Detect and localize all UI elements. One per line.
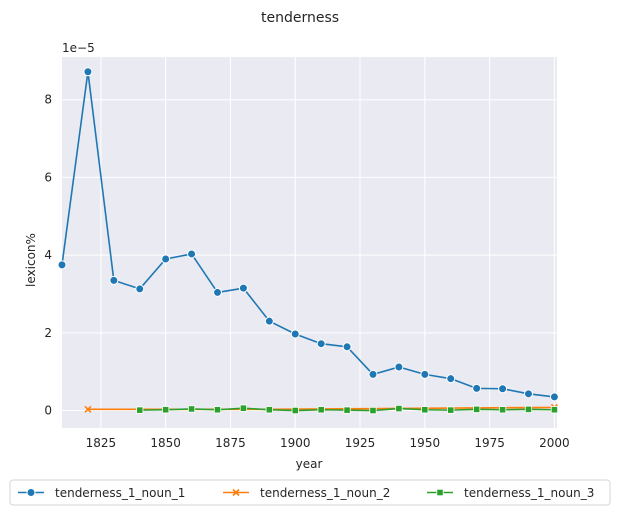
legend-box (9, 479, 611, 506)
x-axis-label: year (296, 457, 323, 471)
grid-lines (62, 57, 557, 428)
legend-label: tenderness_1_noun_2 (260, 486, 390, 500)
data-point (136, 406, 144, 414)
legend-label: tenderness_1_noun_1 (55, 486, 185, 500)
legend-entry: tenderness_1_noun_3 (427, 486, 594, 500)
data-point (472, 383, 482, 393)
data-point (162, 406, 170, 414)
data-point (343, 406, 351, 414)
y-tick-label: 8 (44, 93, 52, 107)
x-tick-label: 1975 (474, 436, 505, 450)
data-point (369, 406, 377, 415)
data-point (473, 405, 481, 413)
x-tick-label: 1950 (410, 436, 441, 450)
data-point (395, 404, 403, 413)
data-point (238, 283, 248, 293)
data-point (212, 287, 222, 297)
data-point (524, 405, 533, 413)
plot-area (62, 57, 557, 428)
x-tick-label: 1900 (280, 436, 311, 450)
data-point (523, 389, 533, 399)
x-axis-ticks: 1825 1850 1875 1900 1925 1950 1975 2000 (86, 436, 570, 450)
data-point (84, 405, 92, 413)
y-tick-label: 0 (44, 404, 52, 418)
data-point (213, 406, 222, 414)
data-point (161, 254, 171, 264)
data-point (420, 369, 430, 379)
y-tick-label: 4 (44, 248, 52, 262)
data-point (498, 406, 507, 414)
y-tick-label: 2 (44, 326, 52, 340)
y-tick-label: 6 (44, 170, 52, 184)
data-point (109, 275, 119, 285)
legend-entry: tenderness_1_noun_1 (18, 486, 185, 500)
legend-label: tenderness_1_noun_3 (464, 486, 594, 500)
data-point (83, 67, 93, 77)
data-point (316, 339, 326, 349)
data-point (187, 249, 197, 259)
data-point (446, 374, 456, 384)
x-tick-label: 1925 (345, 436, 376, 450)
data-point (394, 362, 404, 372)
legend-marker (436, 488, 444, 497)
y-axis-multiplier: 1e−5 (62, 41, 95, 55)
x-tick-label: 1850 (150, 436, 181, 450)
data-point (549, 392, 559, 402)
chart-title: tenderness (261, 10, 339, 26)
legend-marker (232, 488, 240, 497)
x-tick-label: 1875 (215, 436, 246, 450)
data-point (187, 405, 196, 413)
y-axis-ticks: 0 2 4 6 8 (44, 93, 52, 418)
data-point (447, 406, 455, 414)
data-point (342, 342, 352, 352)
legend: tenderness_1_noun_1 tenderness_1_noun_2 te… (9, 479, 611, 506)
x-tick-label: 2000 (539, 436, 570, 450)
series-tenderness_1_noun_1 (57, 67, 559, 402)
legend-marker (26, 488, 36, 497)
data-point (368, 369, 378, 379)
data-point (317, 406, 325, 414)
series-line (61, 70, 555, 398)
data-point (291, 406, 299, 415)
y-axis-label: lexicon% (24, 233, 38, 287)
x-tick-label: 1825 (86, 436, 117, 450)
data-point (421, 406, 429, 414)
data-point (239, 404, 248, 412)
data-point (290, 329, 300, 339)
data-point (57, 260, 67, 270)
series-layer (57, 67, 559, 415)
legend-entry: tenderness_1_noun_2 (223, 486, 390, 500)
data-point (498, 384, 508, 394)
data-point (135, 284, 145, 294)
data-point (265, 406, 273, 414)
data-point (550, 406, 559, 414)
data-point (264, 316, 274, 326)
series-tenderness_1_noun_3 (136, 404, 559, 415)
